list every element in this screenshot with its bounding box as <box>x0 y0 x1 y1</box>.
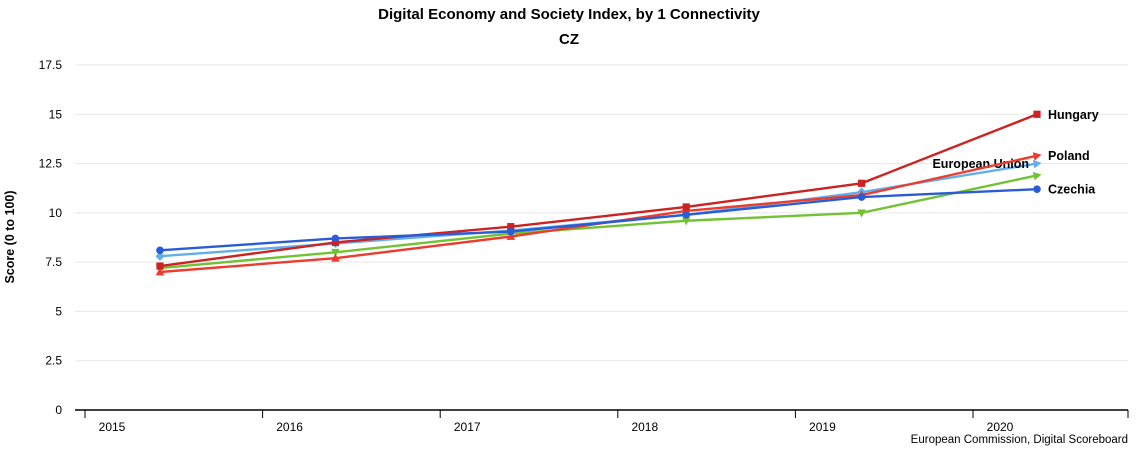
y-tick-label: 10 <box>49 206 63 220</box>
y-tick-label: 0 <box>55 403 62 417</box>
series-label-czechia: Czechia <box>1048 183 1096 197</box>
series-line-czechia <box>159 188 1038 252</box>
series-line-hungary <box>159 113 1038 268</box>
marker-hungary <box>156 262 164 270</box>
marker-czechia <box>1033 185 1041 193</box>
marker-hungary <box>507 223 515 231</box>
marker-poland <box>506 231 516 240</box>
x-tick-label: 2017 <box>454 420 481 434</box>
marker-czechia <box>331 234 340 243</box>
y-tick-label: 5 <box>55 304 62 318</box>
marker-green-series <box>1032 171 1042 181</box>
chart-subtitle: CZ <box>559 31 579 48</box>
footer-credit: European Commission, Digital Scoreboard <box>910 434 1128 446</box>
marker-hungary <box>1033 110 1041 118</box>
marker-green-series <box>331 248 340 257</box>
marker-hungary <box>682 203 690 211</box>
marker-hungary <box>331 238 339 247</box>
y-tick-label: 17.5 <box>39 58 63 72</box>
marker-poland <box>331 253 340 262</box>
x-tick-label: 2020 <box>987 420 1014 434</box>
y-tick-label: 2.5 <box>45 354 62 368</box>
x-tick-label: 2015 <box>99 420 126 434</box>
marker-czechia <box>507 227 515 236</box>
marker-european-union <box>1032 159 1042 169</box>
y-tick-label: 7.5 <box>45 255 62 269</box>
chart-title: Digital Economy and Society Index, by 1 … <box>378 6 760 23</box>
series-line-green-series <box>159 174 1038 270</box>
marker-poland <box>155 267 165 276</box>
series-label-poland: Poland <box>1048 149 1090 163</box>
marker-european-union <box>155 251 165 261</box>
y-tick-label: 12.5 <box>39 157 63 171</box>
series-line-poland <box>159 154 1038 274</box>
marker-czechia <box>857 193 866 201</box>
marker-green-series <box>857 209 866 218</box>
marker-hungary <box>858 179 866 187</box>
marker-poland <box>1032 152 1042 161</box>
series-label-european-union: European Union <box>932 157 1029 171</box>
x-tick-label: 2016 <box>276 420 303 434</box>
marker-czechia <box>156 246 164 255</box>
x-tick-label: 2019 <box>809 420 836 434</box>
series-label-hungary: Hungary <box>1048 108 1099 122</box>
marker-green-series <box>681 217 691 226</box>
marker-czechia <box>682 211 690 219</box>
y-tick-label: 15 <box>49 107 63 121</box>
x-tick-label: 2018 <box>631 420 658 434</box>
